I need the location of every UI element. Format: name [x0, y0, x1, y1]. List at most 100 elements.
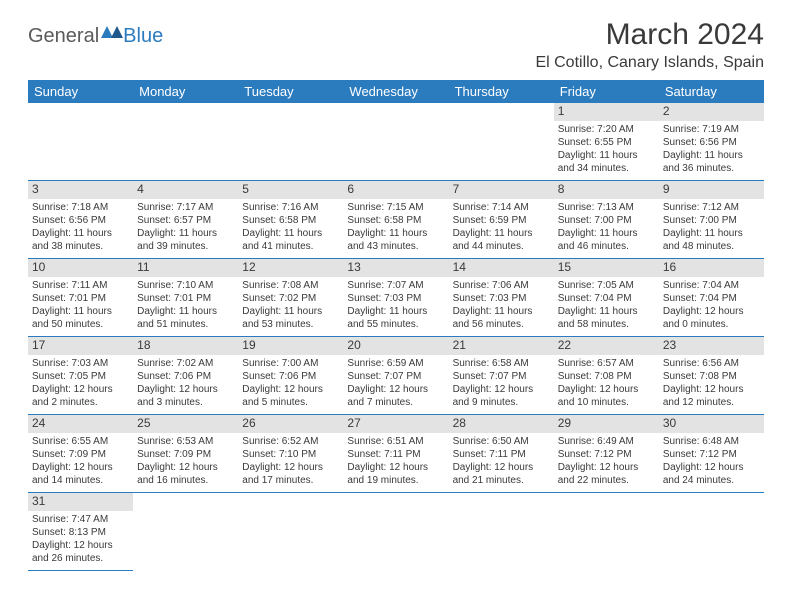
- sunset-text: Sunset: 7:11 PM: [453, 448, 550, 461]
- sunset-text: Sunset: 7:06 PM: [242, 370, 339, 383]
- day-number: 29: [554, 415, 659, 433]
- sunset-text: Sunset: 7:08 PM: [663, 370, 760, 383]
- sunset-text: Sunset: 7:06 PM: [137, 370, 234, 383]
- day-number: 10: [28, 259, 133, 277]
- day-number: 18: [133, 337, 238, 355]
- calendar-cell: [449, 103, 554, 181]
- calendar-cell: 27Sunrise: 6:51 AMSunset: 7:11 PMDayligh…: [343, 415, 448, 493]
- weekday-label: Sunday: [28, 80, 133, 103]
- day-number: 25: [133, 415, 238, 433]
- location: El Cotillo, Canary Islands, Spain: [535, 54, 764, 72]
- calendar-cell: 21Sunrise: 6:58 AMSunset: 7:07 PMDayligh…: [449, 337, 554, 415]
- day-number: 26: [238, 415, 343, 433]
- weekday-label: Thursday: [449, 80, 554, 103]
- calendar-cell: 26Sunrise: 6:52 AMSunset: 7:10 PMDayligh…: [238, 415, 343, 493]
- calendar-cell: [28, 103, 133, 181]
- logo: General Blue: [28, 24, 163, 48]
- sunrise-text: Sunrise: 7:08 AM: [242, 279, 339, 292]
- day-number: 16: [659, 259, 764, 277]
- sunrise-text: Sunrise: 7:47 AM: [32, 513, 129, 526]
- sunrise-text: Sunrise: 7:20 AM: [558, 123, 655, 136]
- sunrise-text: Sunrise: 7:13 AM: [558, 201, 655, 214]
- day-number: 27: [343, 415, 448, 433]
- daylight-text: Daylight: 12 hours and 19 minutes.: [347, 461, 444, 487]
- logo-text-general: General: [28, 25, 99, 48]
- day-number: 11: [133, 259, 238, 277]
- sunset-text: Sunset: 7:12 PM: [663, 448, 760, 461]
- sunrise-text: Sunrise: 7:18 AM: [32, 201, 129, 214]
- calendar-cell: 8Sunrise: 7:13 AMSunset: 7:00 PMDaylight…: [554, 181, 659, 259]
- daylight-text: Daylight: 12 hours and 16 minutes.: [137, 461, 234, 487]
- daylight-text: Daylight: 11 hours and 38 minutes.: [32, 227, 129, 253]
- weekday-label: Saturday: [659, 80, 764, 103]
- weekday-label: Friday: [554, 80, 659, 103]
- daylight-text: Daylight: 11 hours and 44 minutes.: [453, 227, 550, 253]
- daylight-text: Daylight: 11 hours and 46 minutes.: [558, 227, 655, 253]
- calendar-cell: 25Sunrise: 6:53 AMSunset: 7:09 PMDayligh…: [133, 415, 238, 493]
- sunrise-text: Sunrise: 6:59 AM: [347, 357, 444, 370]
- sunset-text: Sunset: 7:12 PM: [558, 448, 655, 461]
- sunset-text: Sunset: 6:58 PM: [242, 214, 339, 227]
- daylight-text: Daylight: 11 hours and 34 minutes.: [558, 149, 655, 175]
- day-number: 8: [554, 181, 659, 199]
- day-number: 9: [659, 181, 764, 199]
- sunset-text: Sunset: 8:13 PM: [32, 526, 129, 539]
- sunset-text: Sunset: 7:03 PM: [347, 292, 444, 305]
- calendar-cell: 13Sunrise: 7:07 AMSunset: 7:03 PMDayligh…: [343, 259, 448, 337]
- sunset-text: Sunset: 7:10 PM: [242, 448, 339, 461]
- daylight-text: Daylight: 12 hours and 14 minutes.: [32, 461, 129, 487]
- sunrise-text: Sunrise: 6:58 AM: [453, 357, 550, 370]
- calendar-cell: 10Sunrise: 7:11 AMSunset: 7:01 PMDayligh…: [28, 259, 133, 337]
- sunrise-text: Sunrise: 6:52 AM: [242, 435, 339, 448]
- calendar-cell: [449, 493, 554, 571]
- day-number: 1: [554, 103, 659, 121]
- sunset-text: Sunset: 7:02 PM: [242, 292, 339, 305]
- daylight-text: Daylight: 12 hours and 24 minutes.: [663, 461, 760, 487]
- sunrise-text: Sunrise: 6:53 AM: [137, 435, 234, 448]
- day-number: 28: [449, 415, 554, 433]
- sunset-text: Sunset: 7:07 PM: [453, 370, 550, 383]
- sunrise-text: Sunrise: 6:55 AM: [32, 435, 129, 448]
- sunrise-text: Sunrise: 7:07 AM: [347, 279, 444, 292]
- day-number: 3: [28, 181, 133, 199]
- daylight-text: Daylight: 11 hours and 58 minutes.: [558, 305, 655, 331]
- calendar-cell: 11Sunrise: 7:10 AMSunset: 7:01 PMDayligh…: [133, 259, 238, 337]
- day-number: 4: [133, 181, 238, 199]
- sunrise-text: Sunrise: 6:50 AM: [453, 435, 550, 448]
- calendar-cell: 31Sunrise: 7:47 AMSunset: 8:13 PMDayligh…: [28, 493, 133, 571]
- sunrise-text: Sunrise: 7:00 AM: [242, 357, 339, 370]
- day-number: 30: [659, 415, 764, 433]
- day-number: 15: [554, 259, 659, 277]
- calendar-cell: 6Sunrise: 7:15 AMSunset: 6:58 PMDaylight…: [343, 181, 448, 259]
- sunrise-text: Sunrise: 7:15 AM: [347, 201, 444, 214]
- calendar-cell: 15Sunrise: 7:05 AMSunset: 7:04 PMDayligh…: [554, 259, 659, 337]
- sunset-text: Sunset: 6:55 PM: [558, 136, 655, 149]
- day-number: 6: [343, 181, 448, 199]
- sunset-text: Sunset: 7:09 PM: [32, 448, 129, 461]
- sunrise-text: Sunrise: 7:16 AM: [242, 201, 339, 214]
- daylight-text: Daylight: 11 hours and 43 minutes.: [347, 227, 444, 253]
- logo-text-blue: Blue: [123, 25, 163, 48]
- calendar-cell: 28Sunrise: 6:50 AMSunset: 7:11 PMDayligh…: [449, 415, 554, 493]
- sunrise-text: Sunrise: 6:57 AM: [558, 357, 655, 370]
- calendar-cell: 9Sunrise: 7:12 AMSunset: 7:00 PMDaylight…: [659, 181, 764, 259]
- calendar-cell: 14Sunrise: 7:06 AMSunset: 7:03 PMDayligh…: [449, 259, 554, 337]
- calendar-cell: 7Sunrise: 7:14 AMSunset: 6:59 PMDaylight…: [449, 181, 554, 259]
- sunrise-text: Sunrise: 6:48 AM: [663, 435, 760, 448]
- day-number: 2: [659, 103, 764, 121]
- daylight-text: Daylight: 11 hours and 56 minutes.: [453, 305, 550, 331]
- day-number: 22: [554, 337, 659, 355]
- calendar-cell: [133, 103, 238, 181]
- sunrise-text: Sunrise: 6:49 AM: [558, 435, 655, 448]
- sunset-text: Sunset: 7:05 PM: [32, 370, 129, 383]
- calendar-cell: [659, 493, 764, 571]
- day-number: 12: [238, 259, 343, 277]
- calendar-cell: 16Sunrise: 7:04 AMSunset: 7:04 PMDayligh…: [659, 259, 764, 337]
- title-block: March 2024 El Cotillo, Canary Islands, S…: [535, 18, 764, 72]
- sunset-text: Sunset: 7:01 PM: [32, 292, 129, 305]
- day-number: 13: [343, 259, 448, 277]
- calendar-cell: 18Sunrise: 7:02 AMSunset: 7:06 PMDayligh…: [133, 337, 238, 415]
- day-number: 14: [449, 259, 554, 277]
- sunrise-text: Sunrise: 7:17 AM: [137, 201, 234, 214]
- sunrise-text: Sunrise: 7:14 AM: [453, 201, 550, 214]
